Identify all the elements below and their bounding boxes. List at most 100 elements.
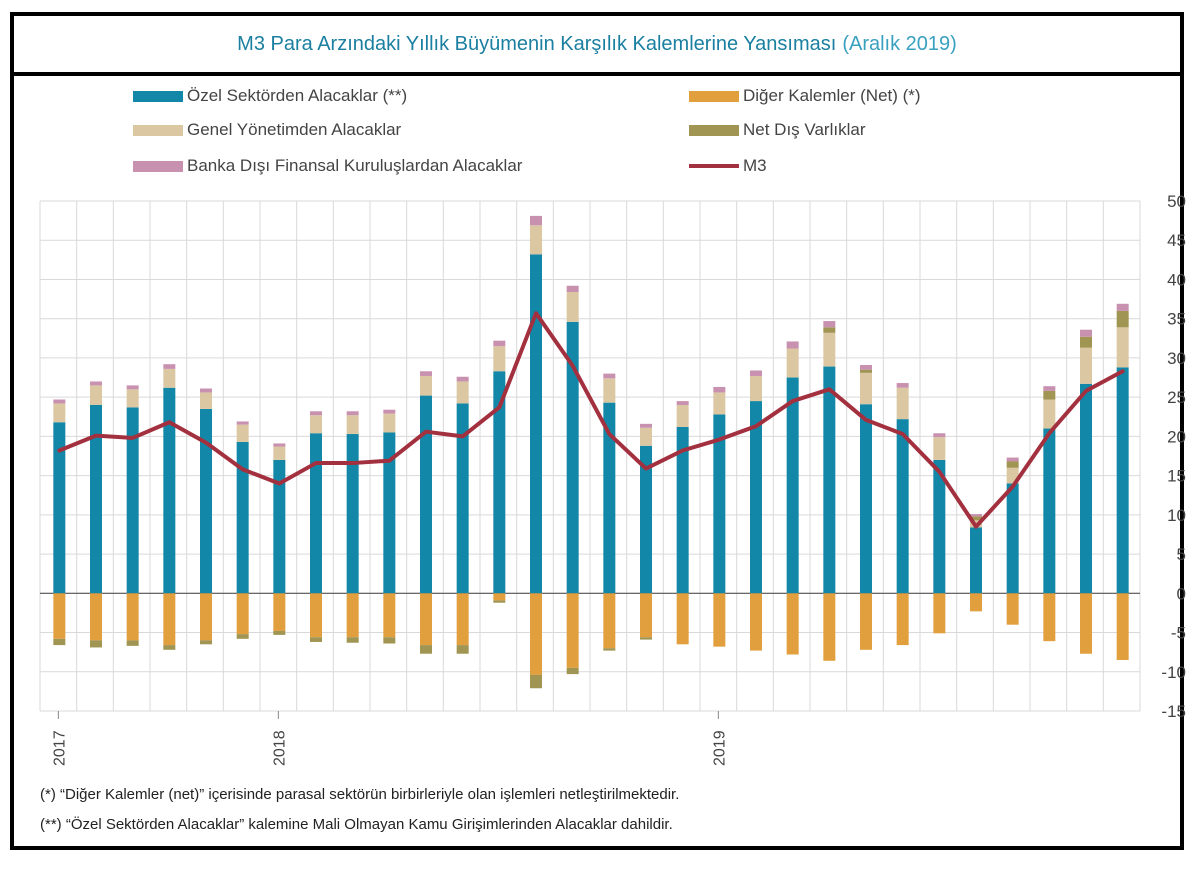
bar-ozel — [786, 377, 799, 594]
bar-diger — [970, 593, 982, 612]
bar-diger — [1080, 593, 1092, 654]
bar-banka-disi — [90, 381, 102, 386]
m3-line — [57, 311, 1125, 529]
bar-net-dis-neg — [346, 637, 359, 643]
bar-genel — [530, 225, 542, 255]
bar-banka-disi — [860, 364, 872, 370]
bar-genel — [53, 403, 66, 423]
bar-banka-disi — [200, 388, 212, 393]
bar-net-dis-neg — [200, 640, 212, 645]
bar-genel — [310, 415, 322, 434]
bar-genel — [90, 385, 102, 405]
bar-ozel — [200, 408, 212, 594]
bar-ozel — [493, 371, 506, 594]
bar-ozel — [236, 441, 249, 594]
bar-ozel — [163, 387, 176, 594]
bar-genel — [236, 424, 249, 442]
bar-genel — [640, 427, 652, 446]
year-label: 2017 — [51, 730, 68, 766]
bar-banka-disi — [896, 383, 909, 388]
bar-banka-disi — [530, 215, 542, 226]
bar-net-dis-neg — [90, 640, 102, 648]
bar-genel — [566, 292, 579, 322]
bar-ozel — [933, 459, 946, 594]
bar-banka-disi — [970, 514, 982, 517]
y-tick-label: 0 — [1177, 584, 1186, 603]
legend-item-genel: Genel Yönetimden Alacaklar — [133, 120, 401, 140]
bar-net-dis-neg — [53, 638, 66, 646]
bar-net-dis — [970, 516, 982, 521]
bar-ozel — [346, 434, 359, 594]
bar-genel — [823, 332, 836, 367]
bar-banka-disi — [346, 411, 359, 416]
y-tick-label: 30 — [1167, 349, 1186, 368]
bar-ozel — [823, 366, 836, 594]
legend-swatch-diger — [689, 90, 739, 102]
y-tick-label: 10 — [1167, 506, 1186, 525]
bar-net-dis — [860, 369, 872, 373]
bar-net-dis-neg — [640, 637, 652, 640]
bar-genel — [860, 372, 872, 405]
bar-banka-disi — [53, 399, 66, 404]
bar-diger — [310, 593, 322, 638]
legend-label-net-dis: Net Dış Varlıklar — [743, 120, 866, 139]
legend-label-ozel: Özel Sektörden Alacaklar (**) — [187, 86, 408, 105]
y-tick-label: -15 — [1161, 702, 1186, 721]
bar-genel — [273, 446, 286, 460]
bar-ozel — [310, 433, 322, 594]
bar-genel — [456, 381, 469, 404]
bar-diger — [603, 593, 616, 649]
bar-ozel — [383, 432, 396, 594]
bar-net-dis-neg — [383, 637, 396, 644]
bar-genel — [163, 368, 176, 388]
y-tick-label: -5 — [1171, 624, 1186, 643]
bar-diger — [640, 593, 652, 638]
bar-diger — [1043, 593, 1056, 642]
bar-diger — [273, 593, 286, 631]
legend-swatch-net-dis — [689, 124, 739, 136]
bar-genel — [1080, 347, 1092, 384]
footnote-2: (**) “Özel Sektörden Alacaklar” kalemine… — [40, 816, 673, 833]
bar-diger — [786, 593, 799, 655]
bar-ozel — [1006, 483, 1019, 594]
y-tick-label: 25 — [1167, 388, 1186, 407]
bar-ozel — [896, 419, 909, 594]
legend-swatch-m3 — [689, 164, 739, 168]
bar-ozel — [676, 426, 689, 594]
bar-ozel — [90, 405, 102, 594]
bar-banka-disi — [750, 370, 762, 376]
bar-banka-disi — [933, 433, 946, 438]
bar-ozel — [566, 321, 579, 594]
legend-label-genel: Genel Yönetimden Alacaklar — [187, 120, 402, 139]
bar-genel — [750, 375, 762, 402]
bar-genel — [676, 405, 689, 427]
bar-genel — [126, 389, 139, 408]
bar-banka-disi — [236, 421, 249, 425]
bar-net-dis-neg — [420, 645, 432, 654]
bar-ozel — [273, 459, 286, 594]
legend-swatch-banka-disi — [133, 160, 183, 172]
year-label: 2019 — [711, 730, 728, 766]
bar-diger — [713, 593, 726, 647]
bar-genel — [1043, 399, 1056, 429]
legend-item-banka-disi: Banka Dışı Finansal Kuruluşlardan Alacak… — [133, 156, 522, 176]
bar-genel — [713, 392, 726, 415]
chart-title: M3 Para Arzındaki Yıllık Büyümenin Karşı… — [14, 16, 1180, 76]
bar-genel — [933, 437, 946, 460]
bar-net-dis-neg — [566, 667, 579, 675]
bar-diger — [896, 593, 909, 646]
legend-label-banka-disi: Banka Dışı Finansal Kuruluşlardan Alacak… — [187, 156, 523, 175]
y-tick-label: 20 — [1167, 427, 1186, 446]
legend-item-ozel: Özel Sektörden Alacaklar (**) — [133, 86, 407, 106]
bar-ozel — [1080, 383, 1092, 594]
bar-net-dis — [1080, 336, 1092, 348]
bar-genel — [383, 413, 396, 433]
bar-banka-disi — [273, 443, 286, 447]
y-tick-label: 5 — [1177, 545, 1186, 564]
legend-item-diger: Diğer Kalemler (Net) (*) — [689, 86, 921, 106]
legend-item-m3: M3 — [689, 156, 767, 176]
bar-ozel — [53, 422, 66, 594]
legend-swatch-genel — [133, 124, 183, 136]
bar-net-dis-neg — [163, 645, 176, 650]
bar-ozel — [713, 414, 726, 594]
